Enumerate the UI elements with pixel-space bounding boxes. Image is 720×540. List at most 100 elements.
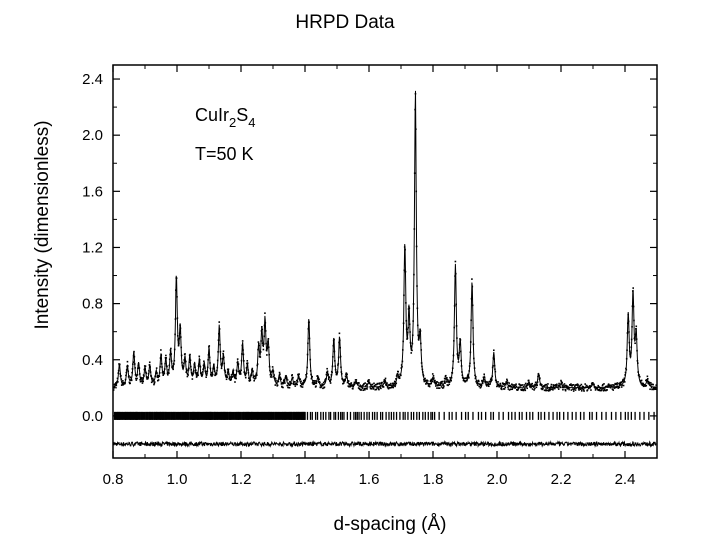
observed-point (288, 384, 290, 386)
observed-point (249, 379, 252, 381)
observed-point (500, 387, 503, 389)
observed-point (442, 386, 445, 389)
observed-point (622, 384, 625, 387)
observed-point (612, 389, 615, 391)
observed-point (172, 368, 174, 371)
observed-point (506, 378, 508, 381)
observed-point (358, 382, 360, 384)
observed-point (141, 378, 143, 381)
observed-point (436, 387, 438, 389)
observed-point (291, 374, 293, 376)
observed-point (444, 382, 446, 384)
observed-point (283, 378, 285, 381)
observed-point (478, 385, 481, 388)
observed-point (650, 382, 652, 384)
observed-point (440, 380, 442, 383)
observed-point (142, 377, 144, 379)
observed-point (545, 389, 548, 392)
y-tick-label: 0.8 (82, 296, 103, 313)
observed-point (552, 388, 554, 391)
observed-point (379, 384, 382, 387)
observed-point (507, 388, 510, 390)
observed-point (544, 384, 546, 387)
observed-point (294, 385, 297, 387)
observed-point (524, 382, 527, 385)
observed-point (114, 383, 117, 385)
y-tick-label: 1.6 (82, 183, 103, 200)
observed-point (477, 379, 480, 382)
observed-point (345, 376, 348, 379)
observed-point (257, 341, 260, 343)
observed-point (561, 386, 564, 389)
observed-point (392, 382, 394, 385)
y-tick-label: 0.4 (82, 352, 103, 369)
observed-point (446, 377, 448, 379)
observed-point (450, 379, 452, 382)
observed-point (607, 384, 610, 386)
observed-point (598, 386, 600, 388)
observed-point (598, 389, 601, 392)
observed-point (526, 387, 529, 390)
observed-point (301, 382, 303, 384)
observed-point (486, 381, 489, 383)
observed-point (585, 384, 588, 387)
observed-point (253, 379, 255, 382)
observed-point (559, 386, 562, 388)
observed-point (650, 383, 653, 386)
observed-point (271, 376, 273, 378)
observed-point (322, 387, 324, 390)
observed-point (448, 383, 451, 386)
observed-point (262, 348, 265, 351)
observed-point (122, 381, 125, 384)
observed-point (432, 375, 435, 377)
observed-point (445, 374, 447, 377)
x-tick-label: 1.6 (359, 471, 380, 488)
observed-point (505, 382, 508, 385)
observed-point (440, 382, 442, 384)
observed-point (646, 375, 649, 378)
observed-point (437, 387, 440, 389)
observed-point (562, 384, 565, 386)
observed-point (590, 389, 592, 391)
observed-point (550, 383, 553, 386)
observed-point (650, 386, 653, 389)
x-tick-label: 2.2 (551, 471, 572, 488)
observed-point (554, 387, 556, 390)
observed-point (481, 379, 483, 382)
observed-point (230, 374, 233, 376)
observed-point (269, 376, 272, 378)
observed-point (440, 386, 443, 388)
observed-point (590, 383, 593, 385)
observed-point (364, 382, 366, 384)
observed-point (589, 386, 591, 389)
observed-point (506, 381, 509, 384)
x-tick-label: 2.4 (615, 471, 636, 488)
observed-point (153, 381, 156, 383)
observed-point (483, 373, 485, 376)
observed-point (642, 383, 644, 385)
observed-point (314, 380, 317, 382)
observed-point (320, 386, 322, 389)
x-tick-label: 1.4 (295, 471, 316, 488)
observed-point (616, 382, 619, 384)
observed-point (220, 367, 223, 370)
observed-point (517, 387, 520, 390)
y-axis-label: Intensity (dimensionless) (32, 120, 53, 329)
observed-point (286, 384, 289, 387)
observed-point (560, 379, 562, 382)
observed-point (129, 376, 132, 379)
observed-point (406, 338, 408, 340)
observed-point (526, 384, 528, 387)
observed-point (371, 383, 374, 386)
observed-point (152, 377, 154, 380)
observed-point (563, 383, 566, 385)
observed-point (248, 377, 250, 379)
observed-point (254, 375, 257, 377)
observed-point (497, 383, 500, 386)
observed-point (300, 380, 302, 383)
observed-point (135, 377, 137, 380)
observed-point (160, 349, 162, 351)
observed-point (350, 382, 353, 384)
observed-point (570, 383, 572, 385)
observed-point (524, 389, 527, 392)
